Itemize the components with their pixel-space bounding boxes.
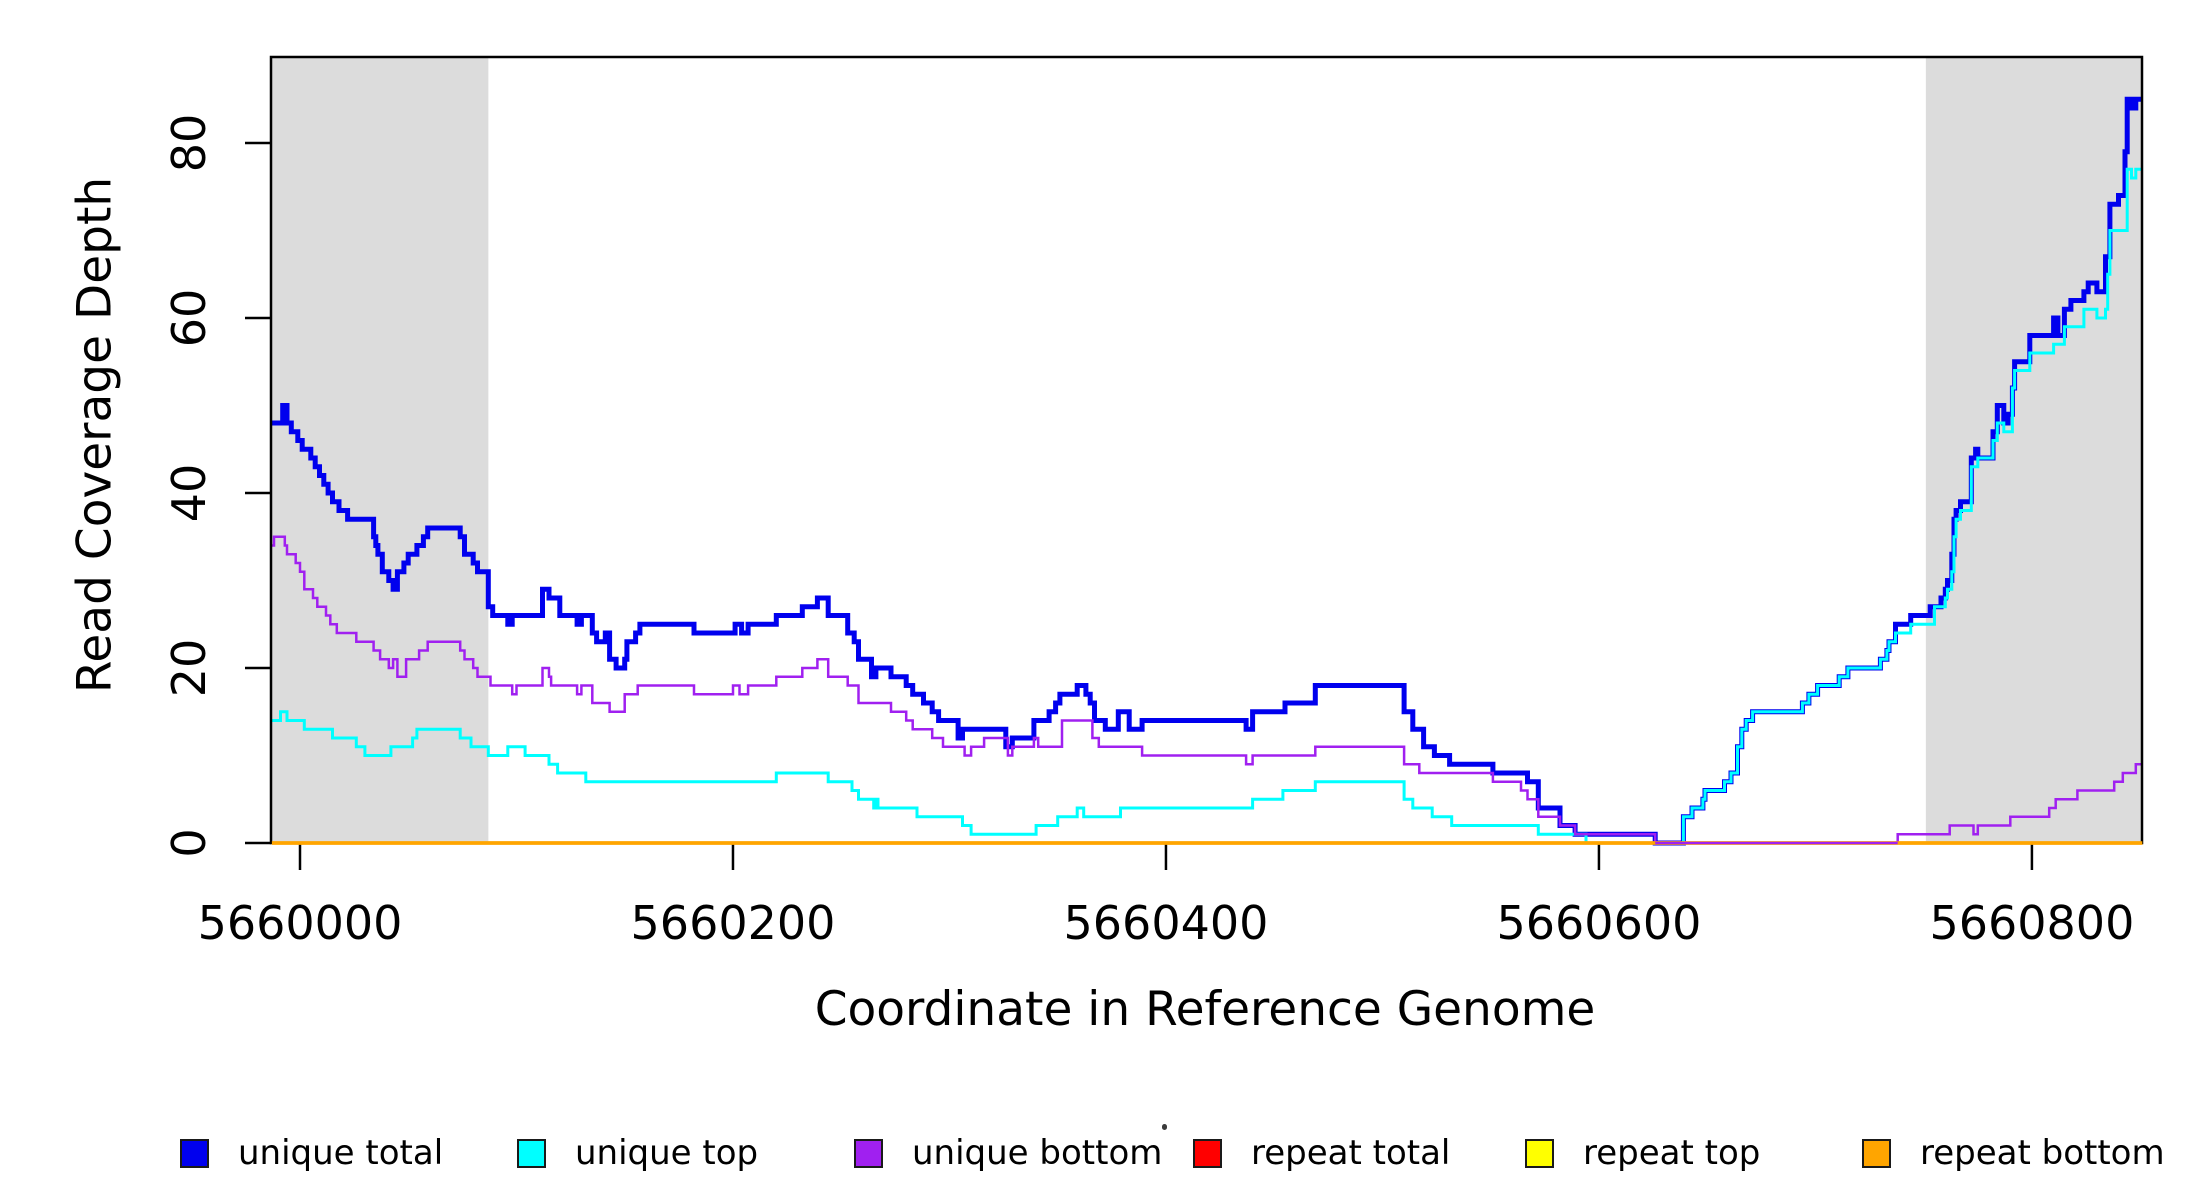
unique-total-swatch-icon (180, 1138, 209, 1168)
x-axis-title: Coordinate in Reference Genome (814, 982, 1596, 1037)
series-line-unique-top (271, 167, 2143, 845)
plot-border (269, 55, 2144, 845)
repeat-total-swatch-icon (1193, 1138, 1222, 1168)
legend-label: repeat top (1583, 1133, 1761, 1173)
series-line-unique-total (271, 96, 2143, 846)
x-tick-label: 5660600 (1497, 896, 1702, 950)
unique-bottom-swatch-icon (854, 1138, 883, 1168)
y-axis-title: Read Coverage Depth (67, 176, 123, 694)
series-line-unique-bottom (271, 535, 2143, 845)
legend-item-unique-total: unique total (180, 1133, 443, 1173)
repeat-bottom-swatch-icon (1862, 1138, 1891, 1168)
x-tick-label: 5660200 (631, 896, 836, 950)
y-tick-label: 20 (162, 639, 216, 698)
y-tick-label: 40 (162, 464, 216, 523)
unique-top-swatch-icon (517, 1138, 546, 1168)
x-tick-label: 5660000 (198, 896, 403, 950)
legend-label: unique bottom (912, 1133, 1163, 1173)
legend: unique total unique top unique bottom re… (0, 1133, 2200, 1173)
legend-item-unique-bottom: unique bottom (854, 1133, 1162, 1173)
legend-item-repeat-total: repeat total (1193, 1133, 1450, 1173)
legend-label: unique top (575, 1133, 759, 1173)
x-tick-label: 5660800 (1929, 896, 2134, 950)
legend-label: unique total (238, 1133, 444, 1173)
y-tick-label: 80 (162, 114, 216, 173)
y-tick-label: 0 (162, 828, 216, 857)
y-tick-label: 60 (162, 289, 216, 348)
legend-item-repeat-top: repeat top (1525, 1133, 1760, 1173)
legend-item-repeat-bottom: repeat bottom (1862, 1133, 2165, 1173)
legend-label: repeat total (1251, 1133, 1451, 1173)
legend-artifact-dot (1162, 1124, 1167, 1130)
legend-label: repeat bottom (1920, 1133, 2165, 1173)
x-tick-label: 5660400 (1064, 896, 1269, 950)
legend-item-unique-top: unique top (517, 1133, 758, 1173)
repeat-top-swatch-icon (1525, 1138, 1554, 1168)
shaded-region (1925, 58, 2143, 843)
